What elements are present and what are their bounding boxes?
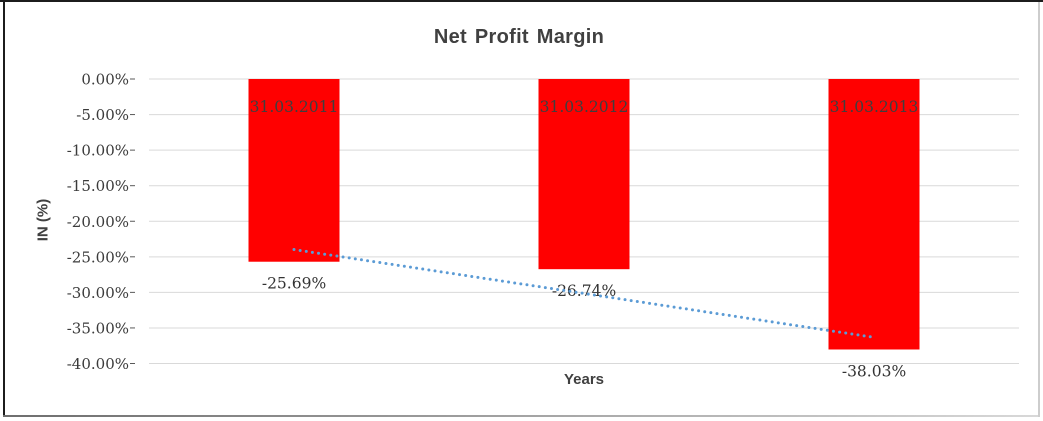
trendline[interactable] xyxy=(292,248,876,339)
y-tick-label: -20.00% xyxy=(67,213,129,231)
y-tick-label: -25.00% xyxy=(67,248,129,266)
y-tick-label: -30.00% xyxy=(67,284,129,302)
y-tick-label: -35.00% xyxy=(67,319,129,337)
bar-category-label: 31.03.2013 xyxy=(830,98,919,116)
bar-value-label: -25.69% xyxy=(262,275,326,293)
bar-category-label: 31.03.2011 xyxy=(250,98,339,116)
chart-title: Net Profit Margin xyxy=(433,26,605,48)
y-tick-label: -5.00% xyxy=(76,106,129,124)
y-tick-label: -10.00% xyxy=(67,142,129,160)
chart-border-right xyxy=(1038,2,1040,417)
y-tick-label: -15.00% xyxy=(67,177,129,195)
chart-border-left xyxy=(3,0,5,417)
bar[interactable] xyxy=(538,79,630,270)
chart-border-top xyxy=(0,0,1043,2)
bar[interactable] xyxy=(248,79,340,262)
bar[interactable] xyxy=(828,79,920,350)
y-tick-label: -40.00% xyxy=(67,355,129,373)
bar-value-label: -38.03% xyxy=(842,362,906,380)
y-tick-label: 0.00% xyxy=(81,71,129,89)
x-axis-title: Years xyxy=(563,371,605,388)
chart-border-bottom xyxy=(3,415,1038,417)
bar-category-label: 31.03.2012 xyxy=(540,98,629,116)
